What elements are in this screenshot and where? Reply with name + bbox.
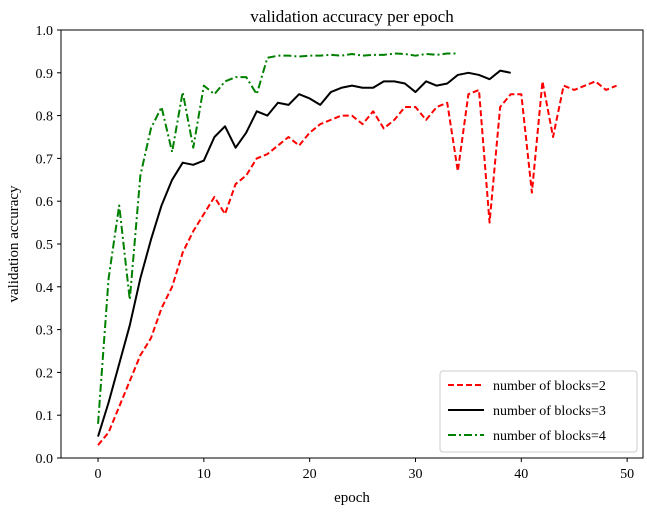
y-tick-label: 0.6 [36,195,54,210]
x-tick-label: 10 [197,467,211,482]
x-axis-label: epoch [334,490,370,506]
y-tick-label: 1.0 [36,24,54,39]
legend-label-1: number of blocks=2 [493,379,606,394]
chart-title: validation accuracy per epoch [250,7,454,26]
series-line-2 [97,69,511,437]
y-tick-label: 0.0 [36,452,54,467]
y-tick-label: 0.7 [36,152,54,167]
x-tick-label: 30 [408,467,422,482]
y-tick-label: 0.9 [36,67,54,82]
legend: number of blocks=2 number of blocks=3 numb… [439,370,638,453]
x-axis-ticks: 0 10 20 30 40 50 [95,458,634,482]
x-tick-label: 40 [514,467,528,482]
legend-frame [439,370,638,453]
y-tick-label: 0.1 [36,409,54,424]
x-tick-label: 0 [95,467,102,482]
y-tick-label: 0.3 [36,324,54,339]
series-line-3 [97,52,458,424]
series-lines [97,52,617,446]
x-tick-label: 20 [303,467,317,482]
series-line-1 [97,80,617,446]
y-tick-label: 0.2 [36,366,54,381]
y-tick-label: 0.5 [36,238,54,253]
legend-label-3: number of blocks=4 [493,429,606,444]
y-axis-label: validation accuracy [6,185,22,303]
y-axis-ticks: 0.0 0.1 0.2 0.3 0.4 0.5 0.6 0.7 0.8 0.9 1.0 [36,24,61,467]
legend-label-2: number of blocks=3 [493,404,606,419]
y-tick-label: 0.4 [36,281,54,296]
y-tick-label: 0.8 [36,110,54,125]
x-tick-label: 50 [620,467,634,482]
